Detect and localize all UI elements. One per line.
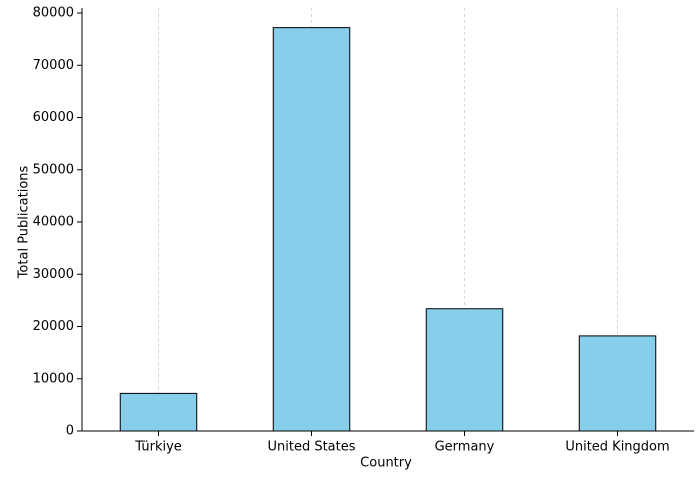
y-tick-label: 80000 <box>33 6 74 21</box>
x-axis-label: Country <box>360 456 412 471</box>
y-tick-label: 30000 <box>33 267 74 282</box>
bar <box>578 335 657 432</box>
y-tick-label: 10000 <box>33 371 74 386</box>
y-tick-label: 0 <box>66 424 74 439</box>
y-axis-label: Total Publications <box>17 165 32 279</box>
y-tick-label: 50000 <box>33 162 74 177</box>
bar <box>272 27 351 432</box>
y-tick-label: 70000 <box>33 58 74 73</box>
y-tick-label: 40000 <box>33 215 74 230</box>
x-tick-label: Türkiye <box>134 440 182 455</box>
y-tick-label: 60000 <box>33 110 74 125</box>
y-tick-label: 20000 <box>33 319 74 334</box>
x-tick-label: Germany <box>435 440 495 455</box>
bar <box>425 308 504 432</box>
bar <box>119 392 198 432</box>
x-tick-label: United Kingdom <box>565 440 669 455</box>
x-tick-label: United States <box>267 440 355 455</box>
